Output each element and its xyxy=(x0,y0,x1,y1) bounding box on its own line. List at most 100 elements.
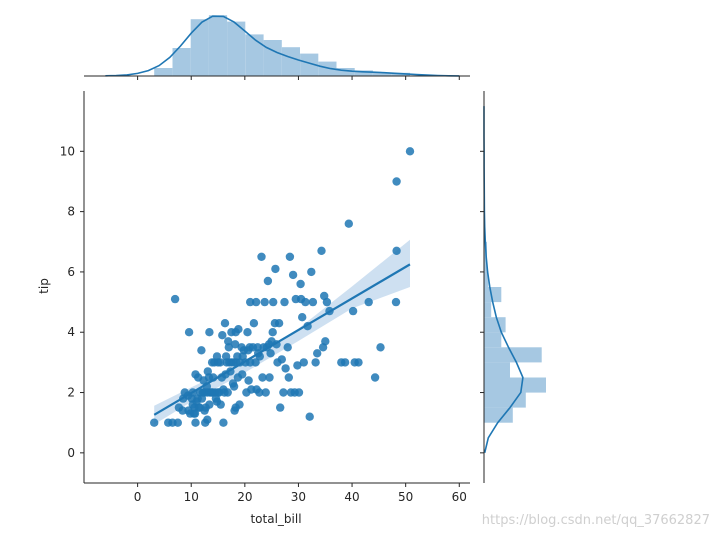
data-point xyxy=(229,382,239,391)
y-hist-bar xyxy=(484,407,513,423)
y-axis-label: tip xyxy=(37,278,51,294)
data-point xyxy=(266,349,275,358)
x-hist-bar xyxy=(190,19,209,76)
data-point xyxy=(216,400,225,409)
x-hist-bar xyxy=(281,47,300,76)
scatter-points xyxy=(150,147,415,427)
data-point xyxy=(317,246,326,255)
x-hist-bar xyxy=(172,48,191,76)
data-point xyxy=(197,346,206,355)
data-point xyxy=(261,388,270,397)
y-hist-bar xyxy=(484,256,487,272)
data-point xyxy=(301,297,310,307)
data-point xyxy=(190,409,200,418)
x-tick-label: 30 xyxy=(291,490,306,504)
data-point xyxy=(271,264,280,274)
data-point xyxy=(392,246,401,255)
data-point xyxy=(257,252,266,261)
x-hist-bar xyxy=(227,21,246,77)
data-point xyxy=(218,331,227,340)
y-hist-bar xyxy=(484,317,506,333)
data-point xyxy=(293,361,302,370)
x-kde-curve xyxy=(105,15,460,77)
data-point xyxy=(354,358,363,367)
y-tick-label: 8 xyxy=(67,205,75,219)
data-point xyxy=(284,373,293,382)
data-point xyxy=(251,358,260,367)
data-point xyxy=(260,297,269,307)
data-point xyxy=(294,388,304,397)
watermark-text: https://blog.csdn.net/qq_37662827 xyxy=(482,513,710,528)
data-point xyxy=(268,328,277,337)
data-point xyxy=(405,147,415,156)
data-point xyxy=(263,276,273,286)
x-hist-bar xyxy=(336,68,355,76)
data-point xyxy=(246,297,255,307)
data-point xyxy=(231,340,240,349)
x-hist-bar xyxy=(318,61,337,76)
y-hist-bar xyxy=(484,302,492,318)
data-point xyxy=(255,388,264,397)
data-point xyxy=(265,373,274,382)
data-point xyxy=(322,297,332,307)
data-point xyxy=(276,403,285,412)
data-point xyxy=(205,400,214,409)
data-point xyxy=(203,415,212,424)
data-point xyxy=(191,418,200,427)
x-hist-bar xyxy=(263,40,282,76)
data-point xyxy=(321,337,330,346)
x-tick-label: 10 xyxy=(184,490,199,504)
regression-line xyxy=(153,263,411,416)
data-point xyxy=(238,370,247,379)
data-point xyxy=(370,373,380,382)
data-point xyxy=(234,325,243,334)
x-ticks: 0 10 20 30 40 50 60 xyxy=(134,483,467,504)
x-hist-bar xyxy=(354,70,373,76)
data-point xyxy=(285,252,295,261)
y-hist-bar xyxy=(484,287,502,303)
data-point xyxy=(299,358,308,367)
data-point xyxy=(281,364,290,373)
y-tick-label: 4 xyxy=(67,325,75,339)
x-hist-bar xyxy=(300,53,319,76)
data-point xyxy=(280,297,289,307)
y-hist-bar xyxy=(484,271,489,287)
data-point xyxy=(364,297,373,307)
x-tick-label: 40 xyxy=(344,490,359,504)
x-hist-bar xyxy=(208,15,228,76)
data-point xyxy=(173,418,182,427)
regression-line-segment xyxy=(153,263,411,416)
data-point xyxy=(251,297,261,307)
y-ticks: 0 2 4 6 8 10 xyxy=(60,144,84,460)
data-point xyxy=(311,358,320,367)
data-point xyxy=(391,297,401,307)
y-tick-label: 10 xyxy=(60,144,75,158)
y-tick-label: 6 xyxy=(67,265,75,279)
data-point xyxy=(216,358,225,367)
data-point xyxy=(279,388,288,397)
data-point xyxy=(288,270,298,280)
data-point xyxy=(269,297,278,307)
x-tick-label: 0 xyxy=(134,490,142,504)
x-axis-label: total_bill xyxy=(250,512,301,526)
data-point xyxy=(244,376,253,385)
x-marginal-distribution xyxy=(84,15,470,80)
data-point xyxy=(348,306,358,316)
y-tick-label: 0 xyxy=(67,446,75,460)
data-point xyxy=(296,279,305,289)
y-hist-bar xyxy=(484,377,546,393)
data-point xyxy=(376,343,385,352)
data-point xyxy=(223,388,232,397)
data-point xyxy=(235,400,244,409)
data-point xyxy=(344,219,353,228)
data-point xyxy=(249,319,259,328)
data-point xyxy=(274,319,284,328)
y-tick-label: 2 xyxy=(67,386,75,400)
x-tick-label: 50 xyxy=(398,490,413,504)
data-point xyxy=(184,328,194,337)
data-point xyxy=(298,313,307,322)
x-hist-bar xyxy=(154,68,173,76)
data-point xyxy=(258,373,267,382)
data-point xyxy=(308,297,318,307)
